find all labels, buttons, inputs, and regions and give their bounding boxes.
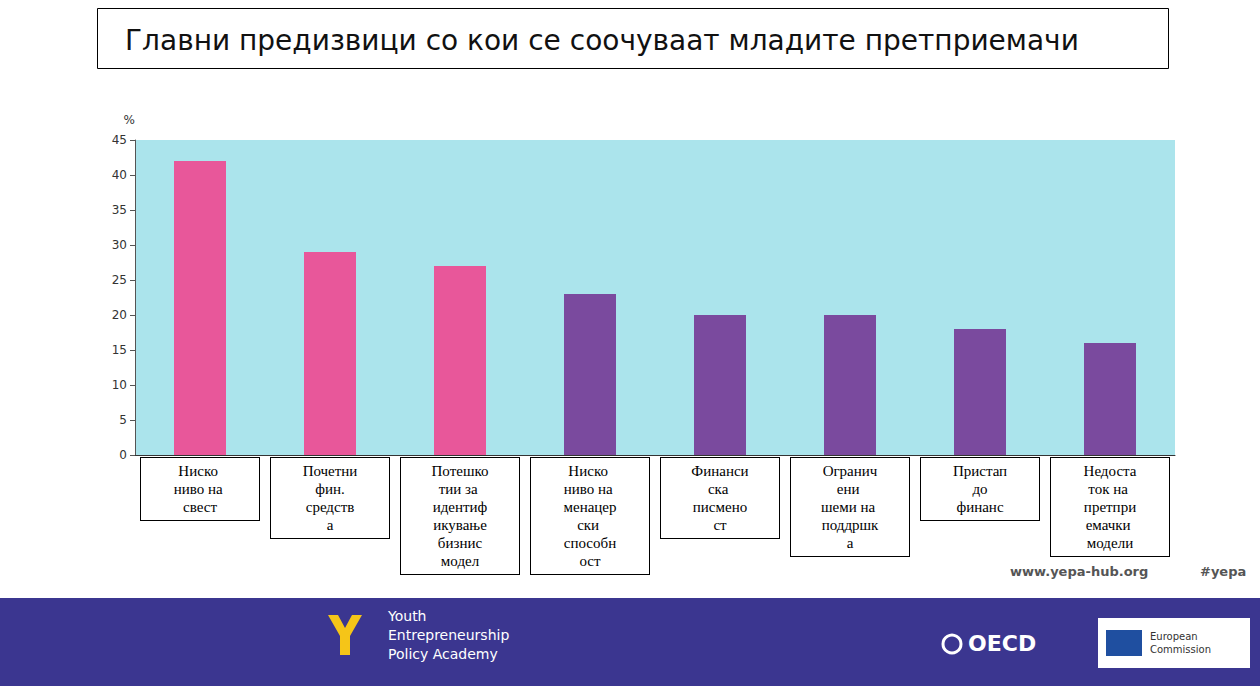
svg-text:ост: ост	[579, 553, 601, 569]
svg-text:0: 0	[119, 448, 127, 462]
svg-text:Commission: Commission	[1150, 644, 1211, 655]
svg-text:свест: свест	[183, 499, 217, 515]
svg-text:до: до	[969, 481, 992, 497]
svg-text:35: 35	[112, 203, 127, 217]
svg-text:Потешко: Потешко	[432, 463, 489, 479]
svg-text:Entrepreneurship: Entrepreneurship	[388, 627, 509, 643]
svg-text:емачки: емачки	[1086, 517, 1135, 533]
svg-text:а: а	[327, 517, 334, 533]
svg-text:а: а	[847, 535, 854, 551]
svg-text:Ниско: Ниско	[178, 463, 221, 479]
svg-text:способн: способн	[564, 535, 616, 551]
svg-text:15: 15	[112, 343, 127, 357]
svg-text:#yepa: #yepa	[1200, 564, 1246, 579]
svg-text:претпри: претпри	[1084, 499, 1136, 515]
svg-text:Финанси: Финанси	[691, 463, 748, 479]
svg-text:40: 40	[112, 168, 127, 182]
svg-text:фин.: фин.	[311, 481, 348, 497]
svg-text:Почетни: Почетни	[303, 463, 358, 479]
svg-text:ниво на: ниво на	[564, 481, 617, 497]
svg-text:ска: ска	[708, 481, 732, 497]
svg-text:20: 20	[112, 308, 127, 322]
svg-text:менацер: менацер	[563, 499, 616, 515]
svg-text:модели: модели	[1087, 535, 1133, 551]
svg-text:www.yepa-hub.org: www.yepa-hub.org	[1010, 564, 1148, 579]
svg-text:Policy Academy: Policy Academy	[388, 646, 498, 662]
svg-text:ски: ски	[577, 517, 603, 533]
svg-text:ст: ст	[713, 517, 727, 533]
svg-text:ниво на: ниво на	[174, 481, 227, 497]
svg-text:%: %	[124, 113, 135, 127]
svg-text:25: 25	[112, 273, 127, 287]
svg-text:идентиф: идентиф	[433, 499, 488, 515]
svg-text:Недоста: Недоста	[1084, 463, 1137, 479]
svg-text:икување: икување	[433, 517, 487, 533]
svg-text:средств: средств	[306, 499, 355, 515]
svg-text:45: 45	[112, 133, 127, 147]
svg-text:бизнис: бизнис	[434, 535, 486, 551]
svg-text:шеми на: шеми на	[821, 499, 879, 515]
svg-text:European: European	[1150, 631, 1198, 642]
svg-text:Youth: Youth	[387, 608, 427, 624]
svg-text:ени: ени	[837, 481, 863, 497]
svg-text:финанс: финанс	[956, 499, 1003, 515]
svg-text:Главни предизвици со кои се со: Главни предизвици со кои се соочуваат мл…	[125, 24, 1079, 57]
svg-text:тии за: тии за	[439, 481, 482, 497]
svg-text:Пристап: Пристап	[953, 463, 1007, 479]
svg-text:модел: модел	[441, 553, 480, 569]
svg-text:писмено: писмено	[693, 499, 747, 515]
svg-text:поддршк: поддршк	[822, 517, 879, 533]
svg-text:10: 10	[112, 378, 127, 392]
svg-text:Ниско: Ниско	[568, 463, 611, 479]
svg-text:ток на: ток на	[1088, 481, 1131, 497]
svg-text:OECD: OECD	[968, 631, 1036, 656]
svg-text:5: 5	[119, 413, 127, 427]
svg-text:Огранич: Огранич	[823, 463, 878, 479]
svg-text:30: 30	[112, 238, 127, 252]
